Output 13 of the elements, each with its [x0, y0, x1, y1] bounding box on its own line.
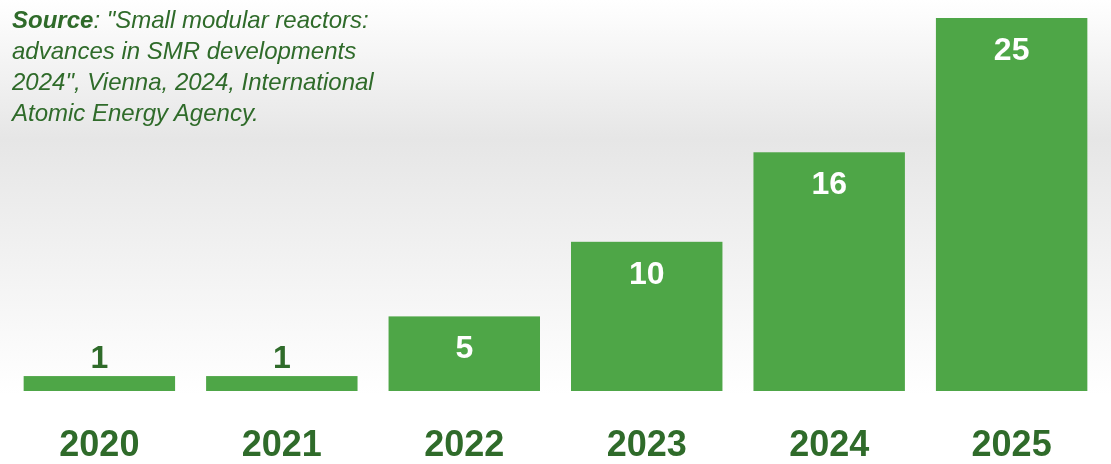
data-label: 16	[811, 165, 847, 202]
data-label: 25	[993, 31, 1030, 67]
x-tick-label: 2021	[241, 423, 322, 464]
data-label: 10	[628, 254, 665, 291]
x-tick-label: 2020	[59, 423, 140, 464]
x-tick-label: 2022	[424, 423, 505, 464]
x-tick-label: 2023	[606, 423, 687, 464]
data-label: 1	[90, 339, 109, 376]
annotation: Source: "Small modular reactors: advances in SMR developments 2024", Vienna, 2024, International Atomic Energy Agency.	[10, 6, 375, 126]
x-tick-label: 2024	[789, 423, 870, 464]
data-label: 5	[455, 329, 474, 366]
data-label: 1	[272, 339, 291, 376]
x-tick-label: 2025	[971, 423, 1052, 464]
